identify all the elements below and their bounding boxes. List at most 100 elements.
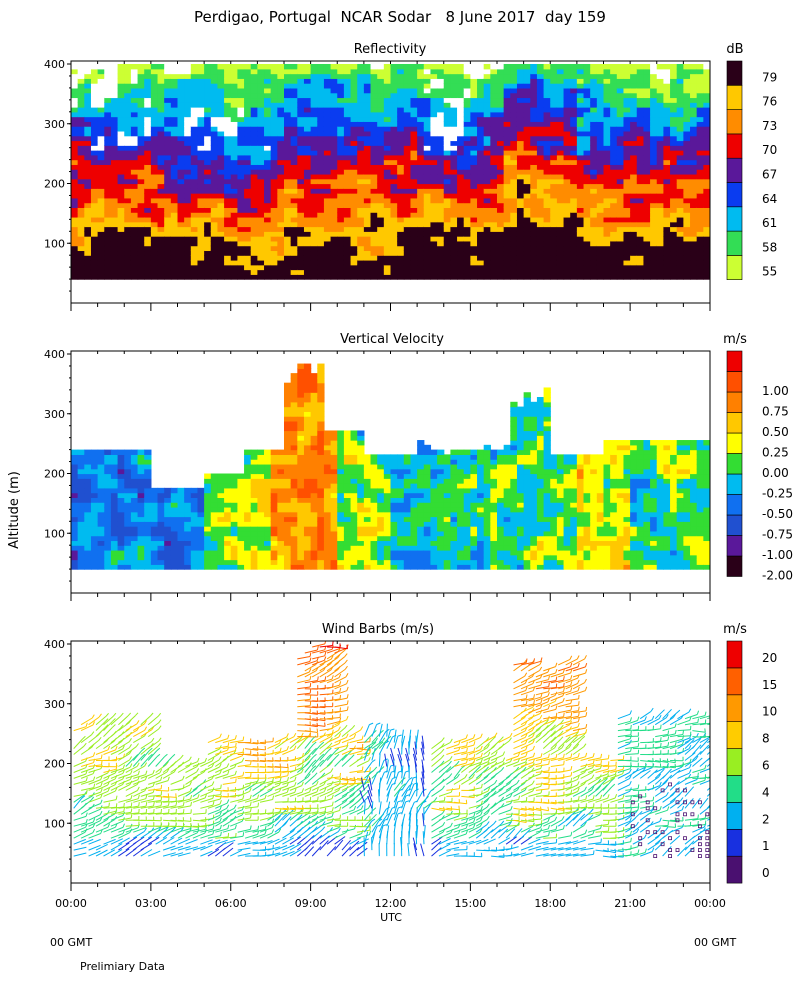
reflectivity-cell — [71, 216, 79, 223]
reflectivity-cell — [250, 212, 258, 218]
reflectivity-cell — [363, 68, 372, 75]
reflectivity-cell — [403, 87, 412, 94]
velocity-cell — [204, 497, 212, 503]
reflectivity-cell — [343, 150, 352, 156]
velocity-cell — [224, 554, 232, 561]
reflectivity-cell — [457, 259, 465, 266]
reflectivity-cell — [177, 193, 185, 199]
reflectivity-cell — [583, 202, 591, 208]
reflectivity-cell — [157, 83, 165, 89]
velocity-cell — [97, 483, 105, 489]
reflectivity-cell — [583, 83, 591, 89]
reflectivity-cell — [503, 178, 511, 185]
reflectivity-cell — [477, 231, 485, 237]
reflectivity-cell — [217, 121, 225, 127]
reflectivity-cell — [576, 83, 585, 89]
reflectivity-cell — [104, 274, 112, 280]
reflectivity-cell — [663, 68, 671, 75]
reflectivity-cell — [257, 126, 265, 132]
reflectivity-cell — [523, 97, 531, 103]
reflectivity-cell — [357, 64, 365, 70]
velocity-cell — [237, 502, 245, 508]
reflectivity-cell — [363, 159, 372, 165]
reflectivity-cell — [370, 97, 378, 103]
reflectivity-cell — [343, 154, 352, 161]
velocity-cell — [164, 492, 172, 498]
reflectivity-cell — [350, 64, 358, 70]
reflectivity-cell — [410, 259, 418, 266]
reflectivity-cell — [417, 231, 425, 237]
reflectivity-cell — [403, 150, 412, 156]
velocity-cell — [110, 487, 119, 494]
reflectivity-cell — [397, 188, 405, 194]
reflectivity-cell — [124, 173, 132, 180]
reflectivity-cell — [403, 169, 412, 175]
reflectivity-cell — [257, 221, 265, 228]
velocity-cell — [224, 506, 232, 513]
reflectivity-cell — [443, 140, 452, 146]
velocity-cell — [230, 521, 239, 527]
reflectivity-cell — [217, 102, 225, 108]
reflectivity-cell — [204, 245, 212, 252]
reflectivity-cell — [177, 178, 185, 185]
reflectivity-cell — [616, 83, 625, 89]
reflectivity-cell — [84, 255, 92, 261]
reflectivity-cell — [563, 259, 571, 266]
velocity-cell — [97, 564, 105, 570]
reflectivity-cell — [210, 111, 219, 118]
reflectivity-cell — [303, 145, 312, 151]
reflectivity-cell — [317, 264, 325, 271]
velocity-cell — [217, 530, 225, 537]
reflectivity-cell — [470, 135, 478, 142]
velocity-cell — [124, 497, 132, 503]
reflectivity-cell — [576, 188, 585, 194]
reflectivity-cell — [683, 197, 691, 204]
reflectivity-cell — [676, 154, 684, 161]
reflectivity-cell — [303, 231, 312, 237]
velocity-cell — [230, 545, 239, 551]
reflectivity-cell — [483, 197, 491, 204]
velocity-cell — [84, 487, 92, 494]
reflectivity-cell — [477, 221, 485, 228]
reflectivity-cell — [403, 250, 412, 256]
reflectivity-cell — [110, 140, 119, 146]
reflectivity-cell — [650, 97, 658, 103]
reflectivity-cell — [257, 240, 265, 247]
reflectivity-cell — [536, 83, 545, 89]
reflectivity-cell — [543, 207, 551, 213]
velocity-cell — [150, 540, 159, 546]
reflectivity-cell — [110, 212, 119, 218]
reflectivity-cell — [164, 64, 172, 70]
reflectivity-cell — [277, 274, 285, 280]
reflectivity-cell — [264, 236, 272, 242]
velocity-cell — [124, 564, 132, 570]
reflectivity-cell — [477, 207, 485, 213]
reflectivity-cell — [244, 154, 252, 161]
reflectivity-cell — [397, 145, 405, 151]
reflectivity-cell — [317, 154, 325, 161]
reflectivity-cell — [463, 116, 471, 122]
reflectivity-cell — [250, 126, 258, 132]
velocity-cell — [217, 540, 225, 546]
reflectivity-cell — [483, 102, 491, 108]
reflectivity-cell — [516, 78, 525, 84]
reflectivity-cell — [257, 121, 265, 127]
reflectivity-cell — [137, 188, 145, 194]
reflectivity-cell — [656, 269, 665, 275]
reflectivity-cell — [450, 178, 458, 185]
reflectivity-cell — [210, 226, 219, 232]
reflectivity-cell — [230, 150, 239, 156]
reflectivity-cell — [197, 183, 205, 189]
reflectivity-cell — [623, 250, 631, 256]
reflectivity-cell — [257, 111, 265, 118]
reflectivity-cell — [144, 102, 152, 108]
reflectivity-cell — [636, 73, 645, 79]
reflectivity-cell — [323, 269, 332, 275]
reflectivity-cell — [130, 159, 139, 165]
reflectivity-cell — [556, 154, 565, 161]
reflectivity-cell — [650, 145, 658, 151]
velocity-cell — [117, 521, 125, 527]
reflectivity-cell — [570, 236, 578, 242]
reflectivity-cell — [430, 240, 438, 247]
reflectivity-cell — [623, 216, 631, 223]
